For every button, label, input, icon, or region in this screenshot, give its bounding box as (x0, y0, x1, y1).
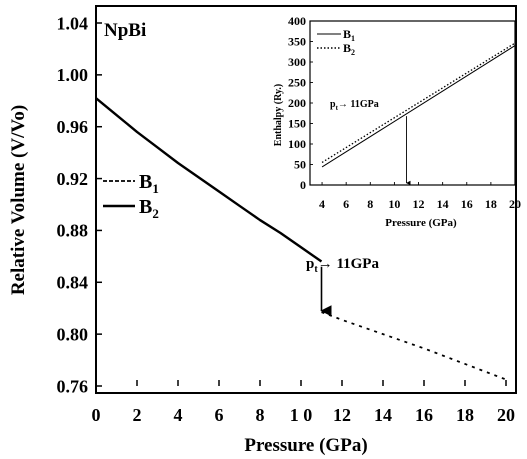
main-x-tick-label-9: 18 (456, 405, 474, 425)
inset-x-axis-label: Pressure (GPa) (385, 217, 457, 229)
inset-y-tick-label-5: 250 (288, 76, 306, 90)
main-x-tick-label-4: 8 (256, 405, 265, 425)
main-series-group (95, 97, 507, 381)
main-plot-frame (95, 5, 517, 394)
legend-b2-label: B2 (139, 196, 159, 221)
main-y-tick-label-3: 0.88 (57, 221, 89, 241)
inset-series-group (321, 42, 516, 168)
inset-y-tick-label-3: 150 (288, 117, 306, 131)
main-x-tick-label-2: 4 (174, 405, 183, 425)
main-x-tick-label-0: 0 (92, 405, 101, 425)
inset-x-tick-label-8: 20 (509, 197, 521, 211)
main-series-b1-line (321, 311, 507, 381)
main-x-tick-label-7: 14 (374, 405, 392, 425)
inset-y-tick-label-7: 350 (288, 35, 306, 49)
legend-b1-label: B1 (139, 171, 159, 196)
main-x-tick-label-5: 1 0 (290, 405, 313, 425)
inset-x-tick-label-4: 12 (413, 197, 425, 211)
main-x-tick-label-10: 20 (497, 405, 515, 425)
inset-legend-b2-label: B2 (343, 41, 355, 57)
main-y-tick-label-4: 0.92 (57, 169, 89, 189)
y-axis-label: Relative Volume (V/Vo) (8, 105, 29, 295)
inset-x-tick-label-5: 14 (437, 197, 449, 211)
main-series-b2-line (95, 97, 323, 263)
main-y-tick-label-1: 0.80 (57, 324, 89, 344)
main-y-tick-label-7: 1.04 (57, 13, 89, 33)
x-axis-label: Pressure (GPa) (244, 435, 367, 456)
inset-x-tick-label-6: 16 (461, 197, 473, 211)
main-x-tick-label-6: 12 (333, 405, 351, 425)
transition-label: pt→ 11GPa (306, 256, 379, 275)
main-x-tick-label-3: 6 (215, 405, 224, 425)
inset-series-b2-line (321, 42, 516, 164)
main-axis-ticks: 0 2 4 6 8 1 0 12 14 16 18 20 0.76 0.80 0.84 0.88 0.92 0.… (57, 13, 516, 425)
main-x-tick-label-8: 16 (415, 405, 433, 425)
inset-y-tick-label-2: 100 (288, 137, 306, 151)
inset-legend-b1-label: B1 (343, 27, 355, 43)
inset-chart: 4 6 8 10 12 14 16 18 20050100150200250300350400 … (273, 14, 521, 229)
inset-legend: B1 B2 (317, 27, 355, 57)
inset-y-tick-label-1: 50 (294, 158, 306, 172)
inset-x-tick-label-7: 18 (485, 197, 497, 211)
inset-y-tick-label-4: 200 (288, 96, 306, 110)
inset-transition-label: pt→ 11GPa (330, 99, 379, 112)
main-y-tick-label-0: 0.76 (57, 376, 89, 396)
inset-y-tick-label-8: 400 (288, 14, 306, 28)
inset-y-tick-label-0: 0 (300, 178, 306, 192)
inset-y-tick-label-6: 300 (288, 55, 306, 69)
inset-series-b1-line (321, 45, 516, 168)
main-y-tick-label-6: 1.00 (57, 65, 89, 85)
main-y-tick-label-5: 0.96 (57, 117, 89, 137)
panel-label: NpBi (104, 20, 146, 41)
inset-y-axis-label: Enthalpy (Ry.) (273, 84, 284, 146)
inset-x-tick-label-0: 4 (319, 197, 325, 211)
main-y-tick-label-2: 0.84 (57, 273, 89, 293)
inset-x-tick-label-1: 6 (343, 197, 349, 211)
main-x-tick-label-1: 2 (133, 405, 142, 425)
inset-x-tick-label-3: 10 (388, 197, 400, 211)
main-legend: B1 B2 (103, 171, 159, 221)
inset-plot-frame (309, 20, 516, 186)
inset-x-tick-label-2: 8 (367, 197, 373, 211)
